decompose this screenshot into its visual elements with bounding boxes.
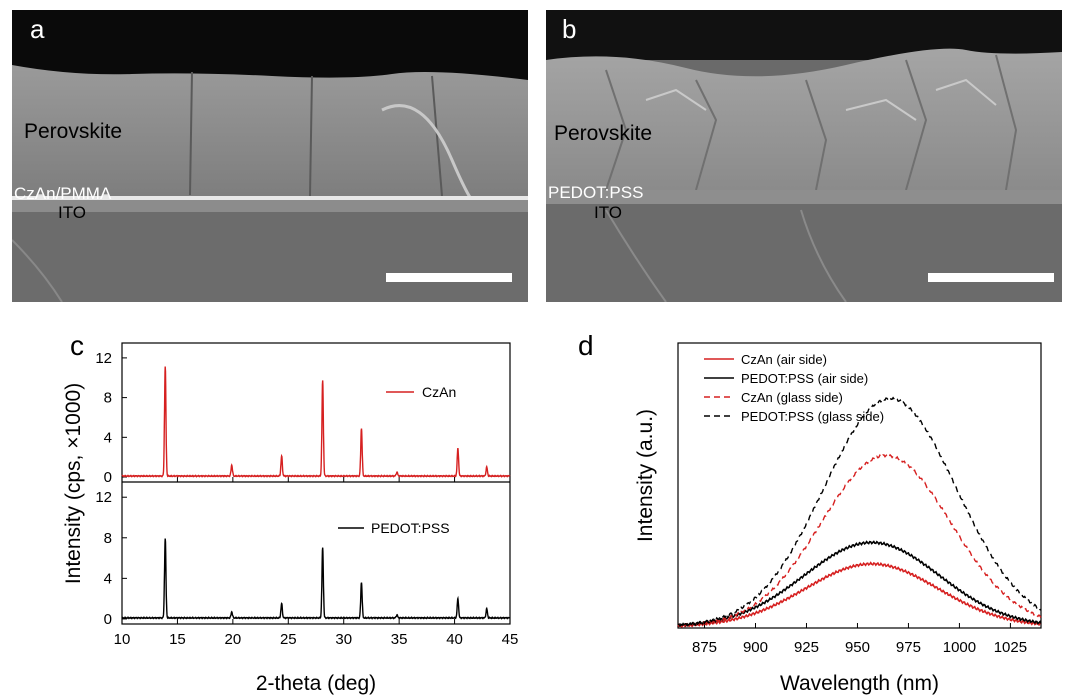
scale-bar-a <box>386 273 512 282</box>
pl-y-axis-label: Intensity (a.u.) <box>634 409 657 542</box>
xrd-series-line-czan <box>121 366 511 478</box>
pl-x-tick-label: 900 <box>743 639 768 656</box>
layer-label-perovskite-a: Perovskite <box>24 120 123 143</box>
pl-x-tick-label: 1000 <box>943 639 976 656</box>
xrd-x-tick-label: 15 <box>169 631 186 648</box>
pl-x-tick-label: 1025 <box>994 639 1027 656</box>
xrd-chart: 10 15 20 25 30 35 40 45 0 4 8 12 0 4 8 12 CzAn PEDOT:PS… <box>62 342 519 695</box>
pl-x-tick-label: 875 <box>692 639 717 656</box>
xrd-y-axis-label: Intensity (cps, ×1000) <box>62 383 85 584</box>
xrd-x-tick-label: 45 <box>502 631 519 648</box>
panel-label-d: d <box>578 330 594 361</box>
xrd-y-tick-label: 12 <box>95 489 112 506</box>
xrd-y-tick-label: 8 <box>104 390 112 407</box>
layer-label-ito-a: ITO <box>58 203 87 222</box>
xrd-y-tick-label: 0 <box>104 611 112 628</box>
xrd-y-tick-label: 0 <box>104 469 112 486</box>
pl-chart: 875 900 925 950 975 1000 1025 CzAn (air side) … <box>634 342 1042 695</box>
xrd-y-tick-label: 4 <box>104 570 112 587</box>
xrd-y-tick-label: 4 <box>104 429 112 446</box>
layer-label-ito-b: ITO <box>594 203 623 222</box>
xrd-y-tick-label: 12 <box>95 350 112 367</box>
pl-x-tick-label: 950 <box>845 639 870 656</box>
pl-legend-label-czan-air: CzAn (air side) <box>741 352 827 367</box>
panel-label-c: c <box>70 330 84 361</box>
xrd-x-tick-label: 40 <box>446 631 463 648</box>
sem-image-b <box>546 10 1062 302</box>
layer-label-perovskite-b: Perovskite <box>554 122 653 145</box>
pl-x-axis-label: Wavelength (nm) <box>780 672 939 695</box>
panel-label-b: b <box>562 14 577 44</box>
layer-label-czan-pmma: CzAn/PMMA <box>14 184 112 203</box>
scale-bar-b <box>928 273 1054 282</box>
xrd-x-tick-label: 25 <box>280 631 297 648</box>
pl-x-tick-label: 975 <box>896 639 921 656</box>
xrd-legend-label-pedot-pss: PEDOT:PSS <box>371 520 450 536</box>
pl-x-tick-label: 925 <box>794 639 819 656</box>
xrd-y-tick-label: 8 <box>104 530 112 547</box>
pl-legend-label-pedot-air: PEDOT:PSS (air side) <box>741 371 868 386</box>
xrd-series-line-pedot-pss <box>121 538 511 620</box>
xrd-x-tick-label: 20 <box>225 631 242 648</box>
xrd-x-axis-label: 2-theta (deg) <box>256 672 376 695</box>
pl-series-line-pedot-glass <box>677 396 1042 628</box>
pl-plot-frame <box>677 342 1042 629</box>
pl-series-line-pedot-air <box>677 540 1042 627</box>
pl-legend-label-czan-glass: CzAn (glass side) <box>741 390 843 405</box>
xrd-plot-frame <box>121 342 511 625</box>
pl-series-line-czan-glass <box>677 453 1042 628</box>
sem-image-a <box>12 10 528 302</box>
xrd-x-tick-label: 30 <box>335 631 352 648</box>
panel-label-a: a <box>30 14 45 44</box>
layer-label-pedot-pss: PEDOT:PSS <box>548 183 644 202</box>
xrd-x-tick-label: 35 <box>391 631 408 648</box>
pl-series-line-czan-air <box>677 561 1042 628</box>
xrd-x-tick-label: 10 <box>114 631 131 648</box>
pl-legend-label-pedot-glass: PEDOT:PSS (glass side) <box>741 409 884 424</box>
xrd-legend-label-czan: CzAn <box>422 384 456 400</box>
